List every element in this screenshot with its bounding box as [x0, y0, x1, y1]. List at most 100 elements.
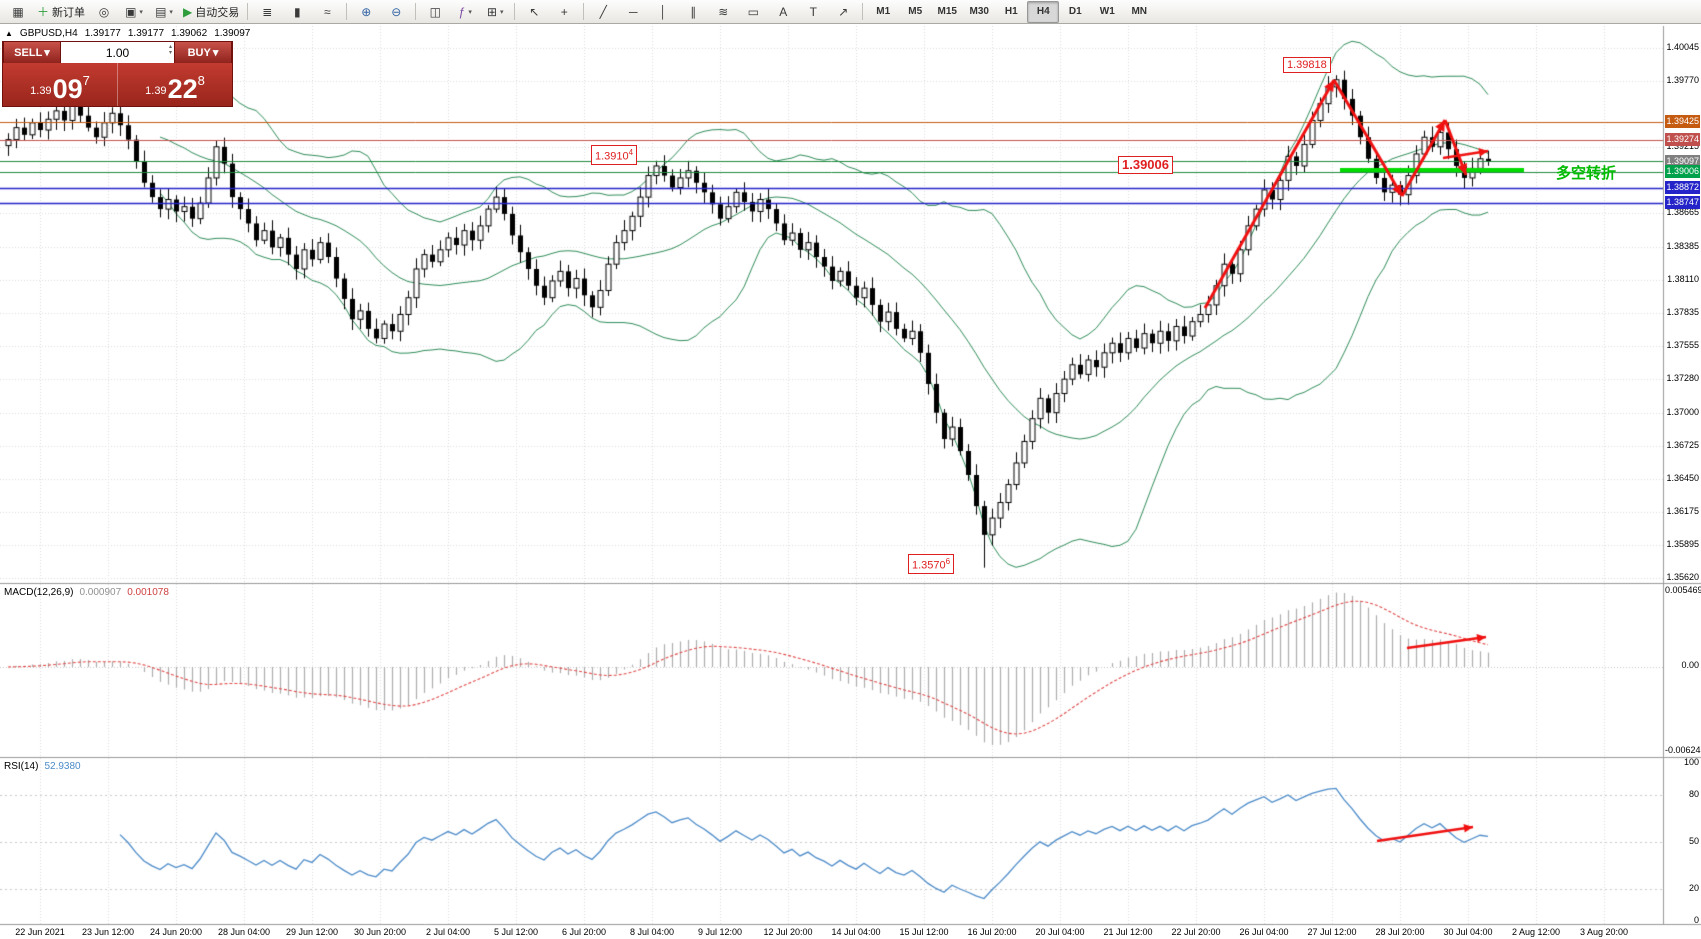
cursor-icon[interactable]: ↖ — [519, 1, 549, 23]
one-click-trading-panel: SELL ▾ 1.00 ▴ ▾ BUY ▾ 1.39 09 7 1.39 22 8 — [2, 41, 233, 107]
charts-grid-icon: ▣ — [125, 4, 137, 19]
mql5-community-icon[interactable]: ◎ — [89, 1, 119, 23]
timeframe-h4-button[interactable]: H4 — [1027, 0, 1060, 23]
toolbar-separator — [514, 3, 516, 20]
text-icon: A — [779, 4, 788, 19]
price-scale-marker: 1.38872 — [1665, 181, 1700, 195]
toolbar-separator — [247, 3, 249, 20]
timeframe-h1-button[interactable]: H1 — [1004, 6, 1018, 17]
timeframe-m30-button[interactable]: M30 — [969, 6, 989, 17]
chevron-down-icon: ▾ — [169, 8, 173, 16]
price-scale-label: 1.37000 — [1666, 406, 1699, 417]
price-scale-label: 1.35620 — [1666, 571, 1699, 582]
ohlc-high: 1.39177 — [127, 28, 165, 39]
profiles-icon[interactable]: ▤ ▾ — [149, 1, 179, 23]
chart-window-icon[interactable]: ▦ — [3, 1, 33, 23]
new-order-button[interactable]: ＋新订单 — [33, 1, 89, 23]
autotrading-button[interactable]: ▶ 自动交易 — [179, 1, 243, 23]
tile-windows-icon: ◫ — [429, 4, 441, 19]
sell-caret-icon: ▾ — [44, 47, 50, 59]
sell-price[interactable]: 1.39 09 7 — [30, 73, 90, 105]
timeframe-m15-button[interactable]: M15 — [937, 6, 957, 17]
fibonacci-icon[interactable]: ≋ — [708, 1, 738, 23]
rsi-value: 52.9380 — [44, 761, 81, 772]
buy-price[interactable]: 1.39 22 8 — [117, 63, 232, 106]
time-axis-label: 2 Jul 04:00 — [425, 927, 471, 937]
time-axis-label: 5 Jul 12:00 — [493, 927, 539, 937]
time-axis-label: 9 Jul 12:00 — [697, 927, 743, 937]
bar-chart-icon[interactable]: ≣ — [252, 1, 282, 23]
time-axis-label: 30 Jun 20:00 — [353, 927, 407, 937]
rsi-scale-label: 80 — [1688, 788, 1699, 799]
vertical-line-icon: │ — [659, 4, 668, 19]
time-axis-label: 28 Jun 04:00 — [217, 927, 271, 937]
label-icon[interactable]: T — [798, 1, 828, 23]
charts-grid-icon[interactable]: ▣ ▾ — [119, 1, 149, 23]
indicators-icon[interactable]: ƒ ▾ — [450, 1, 480, 23]
macd-signal-value: 0.001078 — [127, 587, 169, 598]
zoom-out-icon[interactable]: ⊖ — [381, 1, 411, 23]
timeframe-m1-button[interactable]: M1 — [876, 6, 891, 17]
main-toolbar: ▦ ＋新订单 ◎ ▣ ▾ ▤ ▾ ▶ 自动交易 ≣ ▮ ≈ ⊕ ⊖ ◫ ƒ ▾ ⊞ ▾ ↖ + ╱ ─ │ ∥ ≋ ▭ A T ↗ M1 M5… — [0, 0, 1701, 24]
text-icon[interactable]: A — [768, 1, 798, 23]
price-scale-label: 1.36175 — [1666, 505, 1699, 516]
channel-icon[interactable]: ∥ — [678, 1, 708, 23]
timeframe-d1-button[interactable]: D1 — [1068, 6, 1082, 17]
price-scale-label: 1.39770 — [1666, 74, 1699, 85]
annotation-cn-note[interactable]: 多空转折 — [1556, 165, 1617, 182]
fibonacci-icon: ≋ — [718, 4, 729, 19]
buy-button[interactable]: BUY ▾ — [174, 42, 232, 63]
horizontal-line-icon[interactable]: ─ — [618, 1, 648, 23]
zoom-in-icon[interactable]: ⊕ — [351, 1, 381, 23]
chevron-down-icon: ▾ — [139, 8, 143, 16]
tile-windows-icon[interactable]: ◫ — [420, 1, 450, 23]
shapes-icon[interactable]: ▭ — [738, 1, 768, 23]
annotation-peak-price[interactable]: 1.39818 — [1283, 57, 1331, 73]
time-axis-label: 29 Jun 12:00 — [285, 927, 339, 937]
annotation-level-price[interactable]: 1.39006 — [1118, 156, 1173, 174]
arrow-object-icon[interactable]: ↗ — [828, 1, 858, 23]
price-scale-label: 1.38385 — [1666, 240, 1699, 251]
time-axis-label: 22 Jun 2021 — [15, 927, 65, 937]
rsi-header: RSI(14) 52.9380 — [4, 761, 81, 772]
time-axis-label: 12 Jul 20:00 — [763, 927, 813, 937]
price-scale-marker: 1.39274 — [1665, 133, 1700, 147]
time-axis-label: 22 Jul 20:00 — [1171, 927, 1221, 937]
rsi-scale-label: 100 — [1683, 757, 1699, 767]
volume-input[interactable]: 1.00 ▴ ▾ — [61, 42, 174, 63]
toolbar-separator — [415, 3, 417, 20]
ohlc-open: 1.39177 — [84, 28, 121, 39]
time-axis-label: 30 Jul 04:00 — [1443, 927, 1493, 937]
candlestick-chart-icon: ▮ — [293, 4, 301, 19]
line-chart-icon[interactable]: ≈ — [312, 1, 342, 23]
macd-scale-zero: 0.00 — [1681, 660, 1699, 670]
trendline-icon[interactable]: ╱ — [588, 1, 618, 23]
timeframe-m5-button[interactable]: M5 — [908, 6, 923, 17]
chart-window-icon: ▦ — [12, 4, 24, 19]
time-axis-label: 16 Jul 20:00 — [967, 927, 1017, 937]
crosshair-icon[interactable]: + — [549, 1, 579, 23]
annotation-swing-high-price[interactable]: 1.39104 — [591, 145, 638, 165]
rsi-scale-label: 20 — [1688, 883, 1699, 894]
price-scale-marker: 1.38747 — [1665, 196, 1700, 210]
crosshair-icon: + — [560, 4, 568, 19]
label-icon: T — [809, 4, 817, 19]
price-scale-label: 1.36450 — [1666, 472, 1699, 483]
volume-stepper[interactable]: ▴ ▾ — [168, 44, 172, 56]
timeframe-mn-button[interactable]: MN — [1131, 6, 1148, 17]
time-axis-label: 21 Jul 12:00 — [1103, 927, 1153, 937]
annotation-low-price[interactable]: 1.35706 — [908, 554, 955, 574]
candlestick-chart-icon[interactable]: ▮ — [282, 1, 312, 23]
objects-icon[interactable]: ⊞ ▾ — [480, 1, 510, 23]
toolbar-separator — [583, 3, 585, 20]
price-scale-marker: 1.39425 — [1665, 115, 1700, 129]
vertical-line-icon[interactable]: │ — [648, 1, 678, 23]
chevron-down-icon: ▾ — [468, 8, 472, 16]
time-axis-label: 27 Jul 12:00 — [1307, 927, 1357, 937]
chart-expander-icon[interactable]: ▲ — [5, 29, 13, 38]
sell-button[interactable]: SELL ▾ — [3, 42, 61, 63]
timeframe-w1-button[interactable]: W1 — [1099, 6, 1115, 17]
macd-header: MACD(12,26,9) 0.000907 0.001078 — [4, 587, 169, 598]
